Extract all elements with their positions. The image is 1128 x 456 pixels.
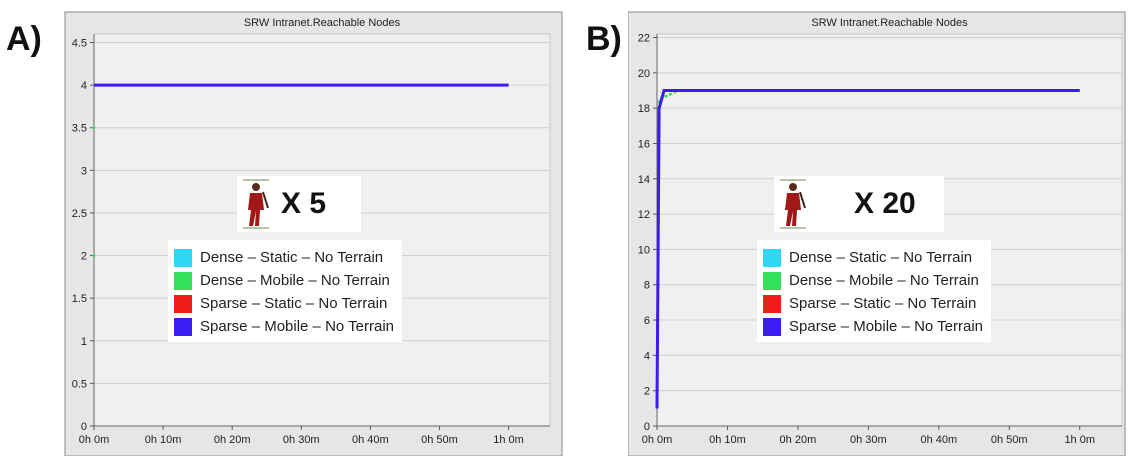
legend-swatch <box>174 271 192 290</box>
y-tick-label: 2 <box>644 386 650 398</box>
y-tick-label: 2.5 <box>72 208 87 220</box>
x-tick-label: 0h 30m <box>850 434 887 446</box>
panel-letter-a: A) <box>6 20 42 58</box>
x-tick-label: 0h 10m <box>145 434 182 446</box>
y-tick-label: 14 <box>638 174 650 186</box>
x-tick-label: 1h 0m <box>1064 434 1095 446</box>
data-point <box>92 254 96 258</box>
y-tick-label: 4.5 <box>72 38 87 50</box>
soldier-multiplier-box-a: X 5 <box>237 176 361 232</box>
legend-item: Dense – Mobile – No Terrain <box>174 269 394 292</box>
y-tick-label: 16 <box>638 138 650 150</box>
x-tick-label: 0h 40m <box>352 434 389 446</box>
legend-item: Dense – Static – No Terrain <box>763 246 983 269</box>
legend-b: Dense – Static – No Terrain Dense – Mobi… <box>757 240 991 342</box>
x-tick-label: 0h 20m <box>780 434 817 446</box>
x-tick-label: 0h 50m <box>991 434 1028 446</box>
x-tick-label: 0h 0m <box>79 434 110 446</box>
legend-item: Sparse – Static – No Terrain <box>763 292 983 315</box>
x-tick-label: 0h 0m <box>642 434 673 446</box>
y-tick-label: 1 <box>81 336 87 348</box>
soldier-multiplier-box-b: X 20 <box>774 176 944 232</box>
y-tick-label: 0 <box>644 421 650 433</box>
legend-label: Dense – Static – No Terrain <box>789 249 973 266</box>
y-tick-label: 18 <box>638 103 650 115</box>
soldier-icon <box>780 179 806 229</box>
legend-item: Sparse – Mobile – No Terrain <box>763 315 983 338</box>
x-tick-label: 0h 30m <box>283 434 320 446</box>
legend-item: Dense – Mobile – No Terrain <box>763 269 983 292</box>
soldier-icon <box>243 179 269 229</box>
chart-title: SRW Intranet.Reachable Nodes <box>244 17 401 29</box>
legend-label: Sparse – Static – No Terrain <box>789 295 977 312</box>
x-tick-label: 1h 0m <box>493 434 524 446</box>
y-tick-label: 1.5 <box>72 293 87 305</box>
legend-label: Dense – Mobile – No Terrain <box>789 272 979 289</box>
legend-swatch <box>174 317 192 336</box>
y-tick-label: 0 <box>81 421 87 433</box>
legend-swatch <box>763 317 781 336</box>
legend-item: Sparse – Mobile – No Terrain <box>174 315 394 338</box>
x-tick-label: 0h 20m <box>214 434 251 446</box>
legend-swatch <box>763 271 781 290</box>
legend-label: Dense – Mobile – No Terrain <box>200 272 390 289</box>
x-tick-label: 0h 50m <box>421 434 458 446</box>
legend-label: Dense – Static – No Terrain <box>200 249 384 266</box>
legend-swatch <box>174 294 192 313</box>
data-point <box>92 126 96 130</box>
y-tick-label: 8 <box>644 280 650 292</box>
legend-item: Sparse – Static – No Terrain <box>174 292 394 315</box>
chart-panel-a: SRW Intranet.Reachable Nodes 0 0.5 1 1.5 2 2.5… <box>60 0 565 456</box>
x-tick-label: 0h 10m <box>709 434 746 446</box>
y-tick-label: 3 <box>81 165 87 177</box>
legend-swatch <box>763 294 781 313</box>
legend-label: Sparse – Mobile – No Terrain <box>200 318 394 335</box>
y-tick-label: 10 <box>638 244 650 256</box>
soldier-multiplier-label-a: X 5 <box>281 187 327 220</box>
soldier-multiplier-label-b: X 20 <box>854 187 916 220</box>
y-tick-label: 20 <box>638 68 650 80</box>
chart-title: SRW Intranet.Reachable Nodes <box>811 17 968 29</box>
y-tick-label: 0.5 <box>72 378 87 390</box>
series-line <box>655 89 1080 409</box>
legend-swatch <box>763 248 781 267</box>
y-tick-label: 22 <box>638 33 650 45</box>
y-tick-label: 12 <box>638 209 650 221</box>
y-tick-label: 3.5 <box>72 123 87 135</box>
panel-letter-b: B) <box>586 20 622 58</box>
legend-swatch <box>174 248 192 267</box>
y-tick-label: 6 <box>644 315 650 327</box>
chart-svg-a: SRW Intranet.Reachable Nodes 0 0.5 1 1.5 2 2.5… <box>64 11 563 456</box>
legend-label: Sparse – Static – No Terrain <box>200 295 388 312</box>
x-tick-label: 0h 40m <box>920 434 957 446</box>
y-tick-label: 4 <box>81 80 87 92</box>
legend-label: Sparse – Mobile – No Terrain <box>789 318 983 335</box>
legend-item: Dense – Static – No Terrain <box>174 246 394 269</box>
y-tick-label: 4 <box>644 350 650 362</box>
legend-a: Dense – Static – No Terrain Dense – Mobi… <box>168 240 402 342</box>
y-tick-label: 2 <box>81 251 87 263</box>
